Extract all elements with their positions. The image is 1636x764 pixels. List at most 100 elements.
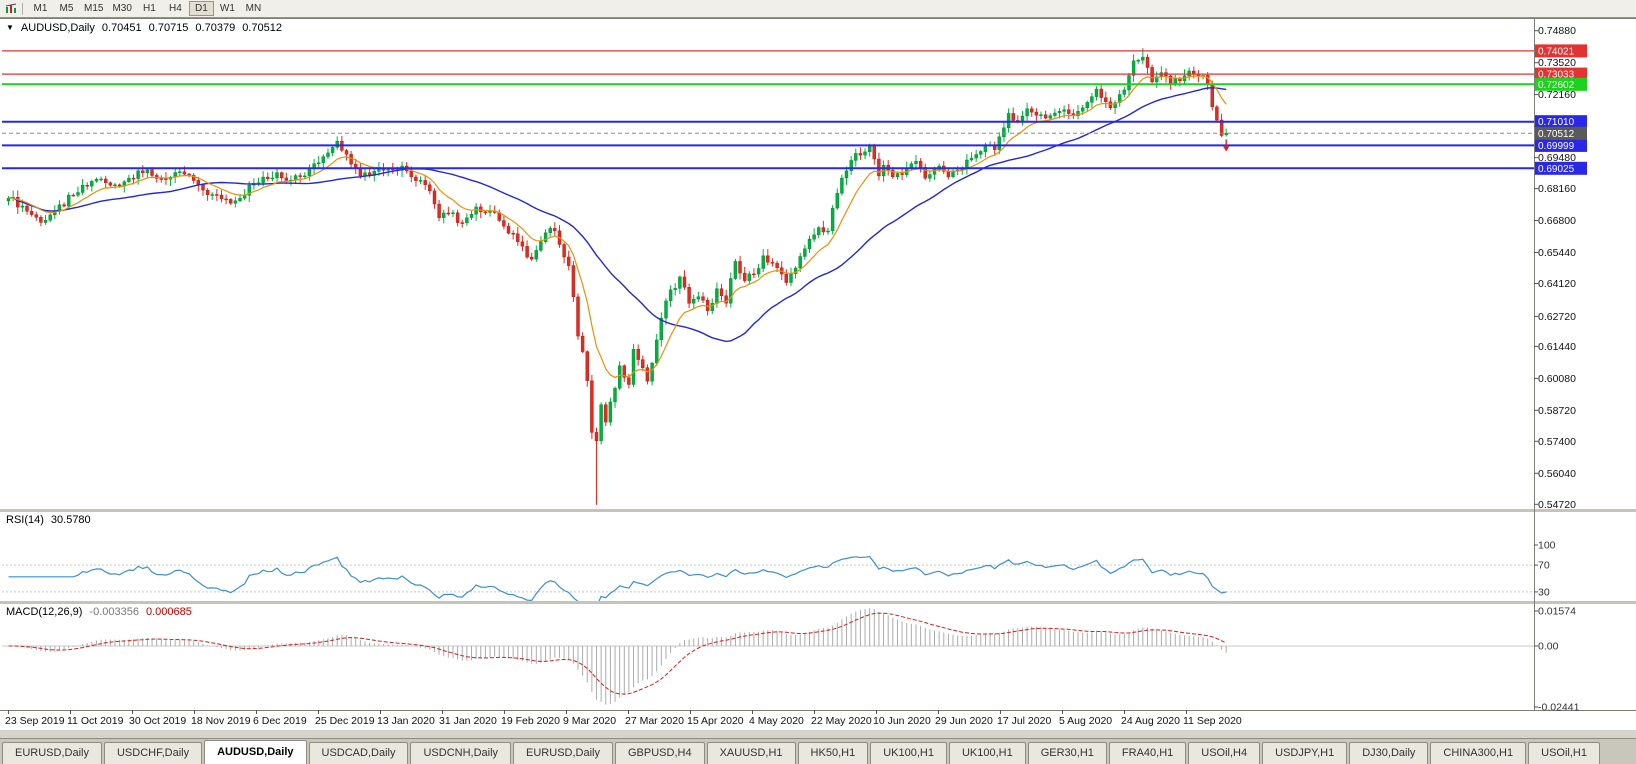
svg-text:0.64120: 0.64120 (1538, 278, 1576, 290)
price-down-arrow-icon (1223, 139, 1230, 152)
svg-text:23 Sep 2019: 23 Sep 2019 (5, 715, 65, 727)
svg-text:0.61440: 0.61440 (1538, 341, 1576, 353)
svg-text:4 May 2020: 4 May 2020 (749, 715, 804, 727)
tab-uk100-h1[interactable]: UK100,H1 (870, 742, 947, 764)
chart-header: ▼ AUDUSD,Daily 0.70451 0.70715 0.70379 0.7051… (6, 22, 289, 34)
tab-eurusd-daily[interactable]: EURUSD,Daily (513, 742, 613, 764)
tab-ger30-h1[interactable]: GER30,H1 (1027, 742, 1107, 764)
svg-text:0.68160: 0.68160 (1538, 183, 1576, 195)
svg-text:25 Dec 2019: 25 Dec 2019 (315, 715, 375, 727)
svg-text:22 May 2020: 22 May 2020 (811, 715, 872, 727)
price-axis[interactable]: 0.748800.735200.721600.708000.694800.681… (1534, 25, 1587, 714)
ohlc-high: 0.70715 (148, 22, 189, 34)
level-price-badge: 0.72602 (1535, 77, 1587, 91)
timeframe-button-mn[interactable]: MN (241, 1, 266, 16)
svg-text:29 Jun 2020: 29 Jun 2020 (935, 715, 993, 727)
tab-usoil-h1[interactable]: USOil,H1 (1528, 742, 1600, 764)
level-price-badge: 0.73033 (1535, 67, 1587, 81)
svg-text:0.73033: 0.73033 (1538, 70, 1575, 81)
tab-usdchf-daily[interactable]: USDCHF,Daily (103, 742, 203, 764)
svg-text:0.00: 0.00 (1538, 641, 1559, 653)
timeframe-button-m5[interactable]: M5 (54, 1, 79, 16)
tab-usdcnh-daily[interactable]: USDCNH,Daily (410, 742, 512, 764)
svg-text:0.60080: 0.60080 (1538, 373, 1576, 385)
tab-xauusd-h1[interactable]: XAUUSD,H1 (706, 742, 796, 764)
svg-text:11 Sep 2020: 11 Sep 2020 (1183, 715, 1242, 727)
timeframe-button-m1[interactable]: M1 (28, 1, 53, 16)
svg-text:9 Mar 2020: 9 Mar 2020 (563, 715, 616, 727)
svg-text:0.54720: 0.54720 (1538, 499, 1576, 511)
macd-value: -0.003356 (89, 606, 139, 618)
svg-text:0.69480: 0.69480 (1538, 152, 1576, 164)
svg-text:0.01574: 0.01574 (1538, 606, 1576, 618)
macd-header: MACD(12,26,9) -0.003356 0.000685 (6, 606, 199, 618)
timeframe-button-m30[interactable]: M30 (108, 1, 135, 16)
chart-symbol-period: AUDUSD,Daily (20, 22, 95, 34)
macd-signal-value: 0.000685 (145, 606, 192, 618)
ohlc-low: 0.70379 (195, 22, 236, 34)
moving-average-lines (8, 75, 1227, 379)
tab-audusd-daily[interactable]: AUDUSD,Daily (204, 740, 307, 764)
level-price-badge: 0.74021 (1535, 44, 1587, 57)
timeframe-button-h4[interactable]: H4 (163, 1, 188, 16)
svg-text:5 Aug 2020: 5 Aug 2020 (1059, 715, 1112, 727)
candlestick-chart-canvas[interactable]: 0.748800.735200.721600.708000.694800.681… (0, 18, 1636, 730)
macd-label: MACD(12,26,9) (6, 606, 83, 618)
ohlc-close: 0.70512 (242, 22, 282, 34)
tab-dj30-daily[interactable]: DJ30,Daily (1349, 742, 1429, 764)
svg-text:0.56040: 0.56040 (1538, 468, 1576, 480)
svg-text:0.73520: 0.73520 (1538, 57, 1576, 69)
tab-fra40-h1[interactable]: FRA40,H1 (1108, 742, 1187, 764)
svg-text:27 Mar 2020: 27 Mar 2020 (625, 715, 684, 727)
svg-text:30 Oct 2019: 30 Oct 2019 (129, 715, 186, 727)
chart-icon-glyph (5, 3, 16, 13)
rsi-panel (2, 555, 1534, 601)
tab-usdjpy-h1[interactable]: USDJPY,H1 (1262, 742, 1348, 764)
svg-text:19 Feb 2020: 19 Feb 2020 (501, 715, 560, 727)
svg-text:0.65440: 0.65440 (1538, 247, 1576, 259)
svg-text:0.69025: 0.69025 (1538, 164, 1575, 175)
level-price-badge: 0.71010 (1535, 115, 1587, 129)
tab-hk50-h1[interactable]: HK50,H1 (797, 742, 869, 764)
svg-text:0.58720: 0.58720 (1538, 405, 1576, 417)
svg-text:10 Jun 2020: 10 Jun 2020 (873, 715, 931, 727)
svg-text:0.62720: 0.62720 (1538, 311, 1576, 323)
tab-china300-h1[interactable]: CHINA300,H1 (1430, 742, 1527, 764)
svg-text:0.71010: 0.71010 (1538, 117, 1575, 128)
svg-text:18 Nov 2019: 18 Nov 2019 (191, 715, 251, 727)
tab-eurusd-daily[interactable]: EURUSD,Daily (2, 742, 102, 764)
svg-text:15 Apr 2020: 15 Apr 2020 (687, 715, 744, 727)
svg-text:0.66800: 0.66800 (1538, 215, 1576, 227)
timeframe-button-h1[interactable]: H1 (137, 1, 162, 16)
date-axis[interactable]: 23 Sep 2019 11 Oct 2019 30 Oct 2019 18 Nov … (5, 710, 1242, 727)
level-lines[interactable] (2, 50, 1534, 170)
tab-usdcad-daily[interactable]: USDCAD,Daily (308, 742, 409, 764)
chart-icon[interactable] (3, 2, 19, 16)
svg-text:24 Aug 2020: 24 Aug 2020 (1121, 715, 1180, 727)
tab-uk100-h1[interactable]: UK100,H1 (948, 742, 1026, 764)
svg-text:0.74021: 0.74021 (1538, 46, 1575, 57)
chart-tab-bar: EURUSD,Daily USDCHF,Daily AUDUSD,Daily USDC… (0, 738, 1636, 764)
timeframe-button-d1[interactable]: D1 (188, 1, 214, 16)
svg-text:0.72602: 0.72602 (1538, 80, 1575, 91)
rsi-value: 30.5780 (50, 514, 91, 526)
svg-text:0.69999: 0.69999 (1538, 141, 1575, 152)
svg-text:-0.02441: -0.02441 (1538, 702, 1580, 714)
svg-text:70: 70 (1538, 560, 1550, 572)
level-price-badge: 0.69025 (1535, 161, 1587, 175)
tab-gbpusd-h4[interactable]: GBPUSD,H4 (615, 742, 705, 764)
timeframe-button-w1[interactable]: W1 (215, 1, 240, 16)
rsi-label: RSI(14) (6, 514, 44, 526)
macd-panel (2, 608, 1534, 705)
timeframe-button-m15[interactable]: M15 (80, 1, 107, 16)
svg-text:0.72160: 0.72160 (1538, 89, 1576, 101)
tab-usoil-h4[interactable]: USOil,H4 (1188, 742, 1261, 764)
svg-text:11 Oct 2019: 11 Oct 2019 (67, 715, 124, 727)
svg-text:0.57400: 0.57400 (1538, 436, 1576, 448)
chart-area[interactable]: 0.748800.735200.721600.708000.694800.681… (0, 18, 1636, 730)
svg-text:31 Jan 2020: 31 Jan 2020 (439, 715, 497, 727)
svg-text:6 Dec 2019: 6 Dec 2019 (253, 715, 307, 727)
svg-text:30: 30 (1538, 586, 1550, 598)
rsi-header: RSI(14) 30.5780 (6, 514, 98, 526)
